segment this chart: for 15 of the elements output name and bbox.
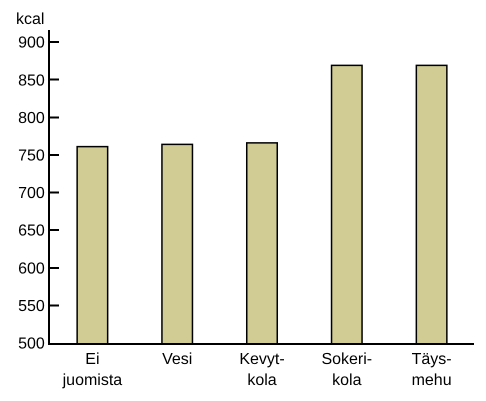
y-tick-label: 800 — [18, 110, 45, 127]
y-tick-label: 750 — [18, 148, 45, 164]
x-tick-label: Sokeri- kola — [321, 351, 372, 389]
x-tick-label: Vesi — [162, 351, 192, 368]
y-tick-label: 600 — [18, 260, 45, 278]
x-tick-label: Kevyt- kola — [239, 351, 285, 389]
x-tick-label: Täys- mehu — [412, 351, 452, 389]
y-tick-label: 650 — [18, 222, 45, 240]
y-axis-title: kcal — [16, 11, 44, 28]
y-tick-label: 550 — [18, 298, 45, 315]
y-tick-label: 700 — [18, 185, 45, 202]
y-tick-label: 900 — [18, 34, 45, 52]
y-tick-label: 850 — [18, 72, 45, 90]
x-tick-label: Ei juomista — [62, 351, 122, 389]
y-tick-label: 500 — [18, 336, 45, 353]
